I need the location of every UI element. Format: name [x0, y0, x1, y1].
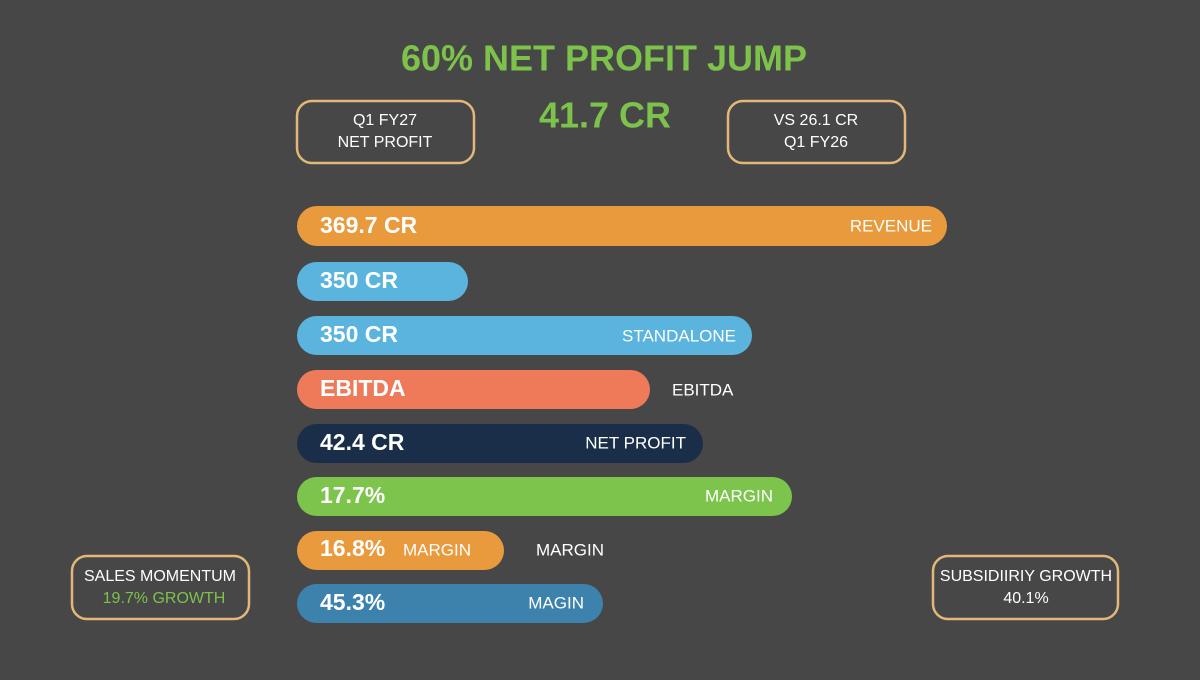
bar-label: MARGIN [705, 486, 773, 505]
info-box [295, 99, 476, 165]
bar [297, 477, 792, 516]
bar-value: 42.4 CR [320, 429, 405, 455]
bar [297, 424, 703, 463]
bar [297, 206, 947, 246]
bar [297, 370, 650, 409]
box-text: SALES MOMENTUM [84, 568, 236, 585]
bar-value: EBITDA [320, 375, 406, 401]
box-text: VS 26.1 CR [774, 112, 858, 129]
outside-label: EBITDA [672, 380, 734, 399]
bar-label: NET PROFIT [585, 433, 686, 452]
info-box [931, 554, 1120, 621]
bar-value: 350 CR [320, 267, 398, 293]
box-text: Q1 FY26 [784, 134, 848, 151]
bar-value: 17.7% [320, 482, 385, 508]
title: 60% NET PROFIT JUMP [401, 38, 807, 79]
box-text: SUBSIDIIRIY GROWTH [940, 568, 1112, 585]
bar-label: MARGIN [403, 540, 471, 559]
bar-label: REVENUE [850, 216, 932, 235]
bar [297, 316, 752, 355]
bar-value: 369.7 CR [320, 212, 418, 238]
bar-value: 350 CR [320, 321, 398, 347]
info-box [726, 99, 907, 165]
box-text: Q1 FY27 [353, 112, 417, 129]
box-text: 40.1% [1003, 590, 1048, 607]
bar [297, 584, 603, 623]
bar [297, 531, 504, 570]
bar [297, 262, 468, 301]
bar-value: 45.3% [320, 589, 385, 615]
headline: 41.7 CR [539, 95, 671, 136]
box-text: 19.7% GROWTH [103, 590, 226, 607]
info-box [70, 554, 251, 621]
bar-label: MAGIN [528, 593, 584, 612]
box-text: NET PROFIT [338, 134, 433, 151]
outside-label: MARGIN [536, 540, 604, 559]
bar-label: STANDALONE [622, 326, 736, 345]
bar-value: 16.8% [320, 535, 385, 561]
